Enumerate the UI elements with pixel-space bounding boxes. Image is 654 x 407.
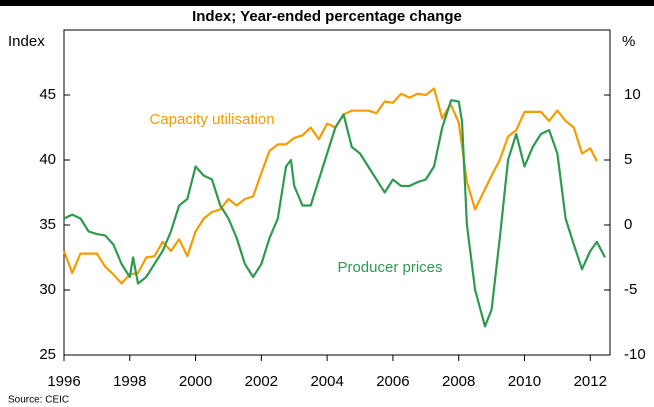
x-tick-label: 2004 [310, 373, 343, 390]
top-bar [0, 0, 654, 6]
x-tick-label: 2012 [574, 373, 607, 390]
y-tick-label: 40 [39, 151, 56, 168]
y2-tick-label: 5 [624, 151, 632, 168]
x-tick-label: 2006 [376, 373, 409, 390]
y2-tick-label: -10 [624, 346, 646, 363]
data-line [63, 99, 607, 328]
y-tick-label: 25 [39, 346, 56, 363]
y-tick-label: 45 [39, 86, 56, 103]
y2-tick-label: 10 [624, 86, 641, 103]
series-label: Producer prices [337, 259, 442, 276]
x-tick-label: 1998 [113, 373, 146, 390]
chart-title: Index; Year-ended percentage change [192, 8, 462, 25]
y-axis-label: Index [8, 33, 45, 50]
plot-frame [63, 29, 611, 356]
y2-axis-label: % [622, 33, 635, 50]
x-tick-label: 2010 [508, 373, 541, 390]
x-tick-label: 1996 [47, 373, 80, 390]
y2-tick-label: -5 [624, 281, 637, 298]
series-label: Capacity utilisation [149, 111, 274, 128]
x-tick-label: 2000 [179, 373, 212, 390]
y-tick-label: 35 [39, 216, 56, 233]
y2-tick-label: 0 [624, 216, 632, 233]
data-line [62, 87, 598, 285]
source-note: Source: CEIC [8, 395, 69, 406]
x-tick-label: 2002 [245, 373, 278, 390]
x-tick-label: 2008 [442, 373, 475, 390]
y-tick-label: 30 [39, 281, 56, 298]
